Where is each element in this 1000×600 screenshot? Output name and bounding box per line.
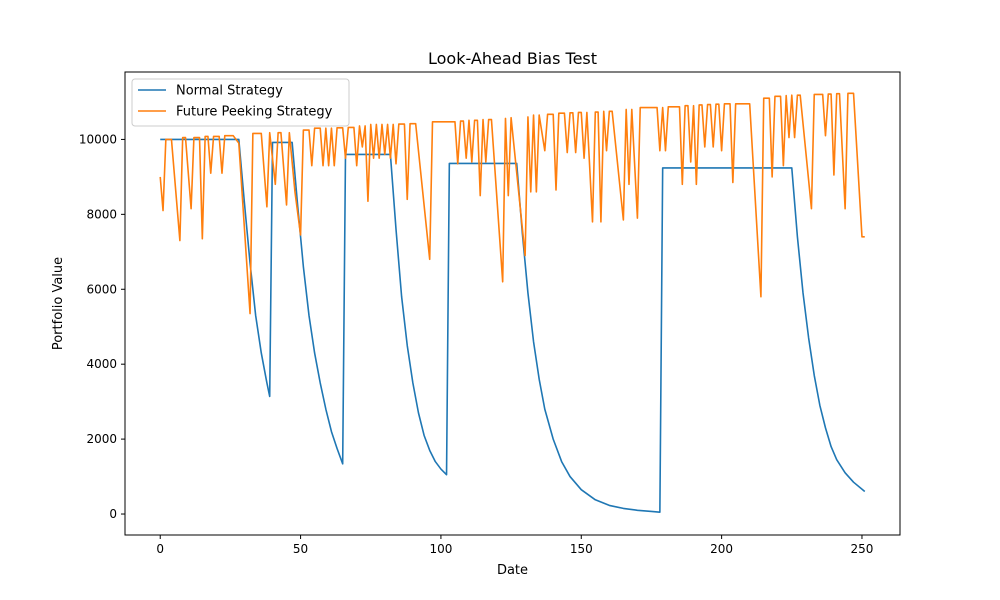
y-tick-label: 4000 [86, 357, 117, 371]
x-tick-label: 50 [293, 542, 308, 556]
y-tick-label: 10000 [79, 132, 117, 146]
y-tick-label: 0 [109, 507, 117, 521]
axes-frame [124, 71, 901, 536]
y-axis-label: Portfolio Value [51, 257, 66, 350]
x-axis: 0 50 100 150 200 250 [156, 535, 873, 556]
x-axis-label: Date [497, 563, 528, 578]
series-line-2 [159, 92, 865, 315]
y-tick-label: 2000 [86, 432, 117, 446]
x-tick-label: 150 [570, 542, 593, 556]
y-axis: 0 2000 4000 6000 8000 10000 [79, 132, 125, 521]
legend-label-2: Future Peeking Strategy [176, 105, 333, 120]
y-tick-label: 6000 [86, 282, 117, 296]
y-tick-label: 8000 [86, 207, 117, 221]
x-tick-label: 250 [851, 542, 874, 556]
x-tick-label: 0 [156, 542, 164, 556]
legend-label-1: Normal Strategy [176, 84, 283, 99]
x-tick-label: 200 [710, 542, 733, 556]
series-line-1 [160, 138, 866, 513]
chart-title: Look-Ahead Bias Test [428, 49, 597, 68]
legend: Normal Strategy Future Peeking Strategy [131, 78, 350, 127]
x-tick-label: 100 [429, 542, 452, 556]
legend-box [131, 78, 350, 127]
plot-area [159, 92, 866, 513]
